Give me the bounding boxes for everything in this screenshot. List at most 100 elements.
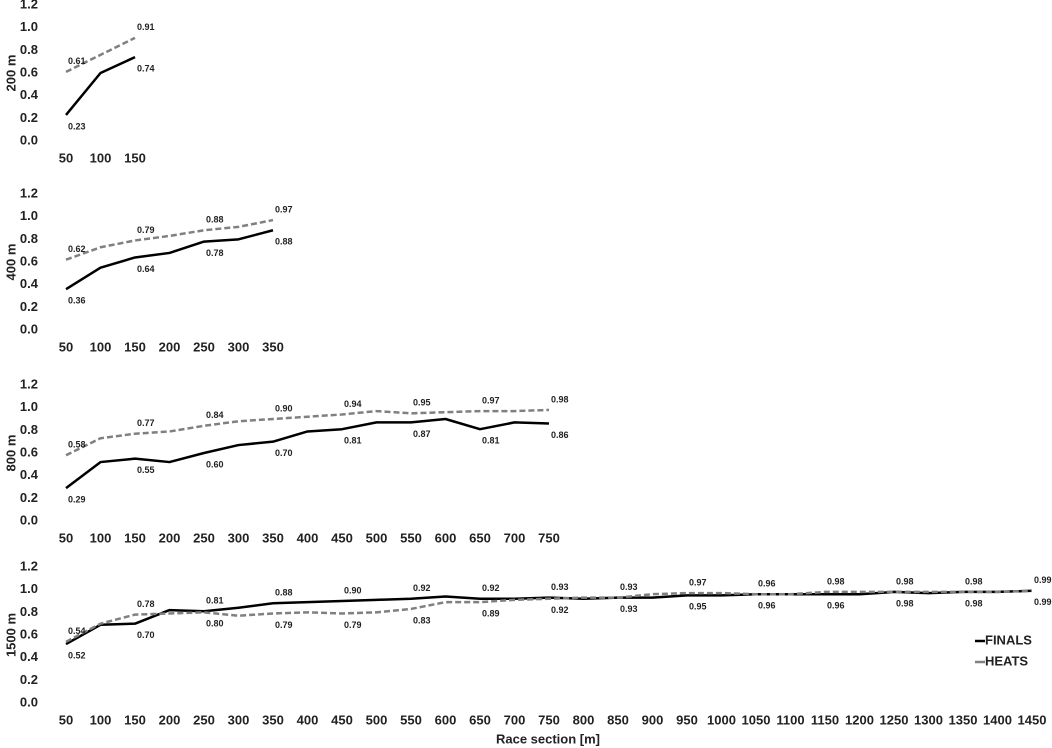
x-tick-label: 50 [59,530,73,545]
y-tick-label: 0.0 [20,321,38,336]
y-tick-label: 1.2 [20,185,38,200]
y-tick-label: 0.8 [20,604,38,619]
y-tick-label: 0.2 [20,110,38,125]
value-label: 0.92 [482,583,500,593]
x-tick-label: 100 [90,339,112,354]
series-line [65,36,136,73]
x-tick-label: 150 [124,530,146,545]
x-tick-label: 750 [538,712,560,727]
y-tick-label: 0.2 [20,490,38,505]
x-tick-label: 100 [90,150,112,165]
value-label: 0.81 [206,596,224,606]
value-label: 0.88 [275,588,293,598]
y-tick-label: 0.0 [20,512,38,527]
x-tick-label: 250 [193,339,215,354]
x-tick-label: 300 [228,530,250,545]
value-label: 0.93 [620,582,638,592]
x-tick-label: 100 [90,712,112,727]
value-label: 0.58 [68,440,86,450]
value-label: 0.88 [275,237,293,247]
y-axis-label: 800 m [3,435,18,472]
value-label: 0.98 [965,598,983,608]
y-tick-label: 0.0 [20,694,38,709]
x-tick-label: 350 [262,339,284,354]
x-tick-label: 350 [262,530,284,545]
y-axis-label: 400 m [3,244,18,281]
x-tick-label: 1100 [776,712,804,727]
value-label: 0.99 [1034,575,1052,585]
x-tick-label: 200 [159,712,181,727]
value-label: 0.86 [551,430,569,440]
y-tick-label: 0.6 [20,64,38,79]
y-tick-label: 1.2 [20,0,38,11]
x-tick-label: 1450 [1018,712,1047,727]
value-label: 0.95 [689,602,707,612]
value-label: 0.98 [827,576,845,586]
legend-label: HEATS [985,653,1028,668]
y-tick-label: 0.8 [20,231,38,246]
x-tick-label: 300 [228,712,250,727]
y-tick-label: 1.0 [20,19,38,34]
x-tick-label: 1300 [914,712,943,727]
x-tick-label: 50 [59,150,73,165]
value-label: 0.96 [758,601,776,611]
value-label: 0.77 [137,418,155,428]
x-tick-label: 1350 [949,712,978,727]
y-tick-label: 0.6 [20,626,38,641]
x-tick-label: 700 [504,712,526,727]
x-tick-label: 1000 [707,712,736,727]
x-tick-label: 700 [504,530,526,545]
value-label: 0.95 [413,398,431,408]
value-label: 0.92 [413,583,431,593]
series-line [65,229,274,291]
x-tick-label: 950 [676,712,698,727]
value-label: 0.54 [68,626,86,636]
x-tick-label: 400 [297,712,319,727]
value-label: 0.98 [551,394,569,404]
value-label: 0.97 [482,395,500,405]
series-line [65,417,550,490]
value-label: 0.93 [620,604,638,614]
value-label: 0.91 [137,22,155,32]
value-label: 0.79 [137,225,155,235]
x-tick-label: 50 [59,339,73,354]
y-tick-label: 1.0 [20,581,38,596]
y-tick-label: 0.6 [20,444,38,459]
value-label: 0.87 [413,429,431,439]
x-tick-label: 350 [262,712,284,727]
x-tick-label: 650 [469,530,491,545]
y-tick-label: 0.8 [20,422,38,437]
value-label: 0.78 [137,599,155,609]
y-axis-label: 200 m [3,55,18,92]
value-label: 0.61 [68,56,86,66]
x-tick-label: 600 [435,530,457,545]
x-tick-label: 150 [124,150,146,165]
series-line [65,408,550,457]
x-tick-label: 850 [607,712,629,727]
value-label: 0.84 [206,410,224,420]
value-label: 0.94 [344,399,362,409]
x-tick-label: 500 [366,530,388,545]
x-tick-label: 200 [159,339,181,354]
value-label: 0.80 [206,619,224,629]
value-label: 0.97 [275,204,293,214]
x-tick-label: 800 [573,712,595,727]
y-tick-label: 0.2 [20,672,38,687]
x-tick-label: 500 [366,712,388,727]
x-tick-label: 550 [400,530,422,545]
y-tick-label: 1.0 [20,208,38,223]
y-tick-label: 0.4 [20,276,39,291]
y-tick-label: 0.8 [20,42,38,57]
x-tick-label: 250 [193,712,215,727]
y-tick-label: 1.2 [20,376,38,391]
y-tick-label: 0.4 [20,87,39,102]
x-tick-label: 450 [331,712,353,727]
value-label: 0.81 [344,436,362,446]
y-axis-label: 1500 m [3,613,18,657]
value-label: 0.96 [758,579,776,589]
x-tick-label: 200 [159,530,181,545]
value-label: 0.98 [896,576,914,586]
value-label: 0.98 [965,576,983,586]
x-tick-label: 150 [124,712,146,727]
